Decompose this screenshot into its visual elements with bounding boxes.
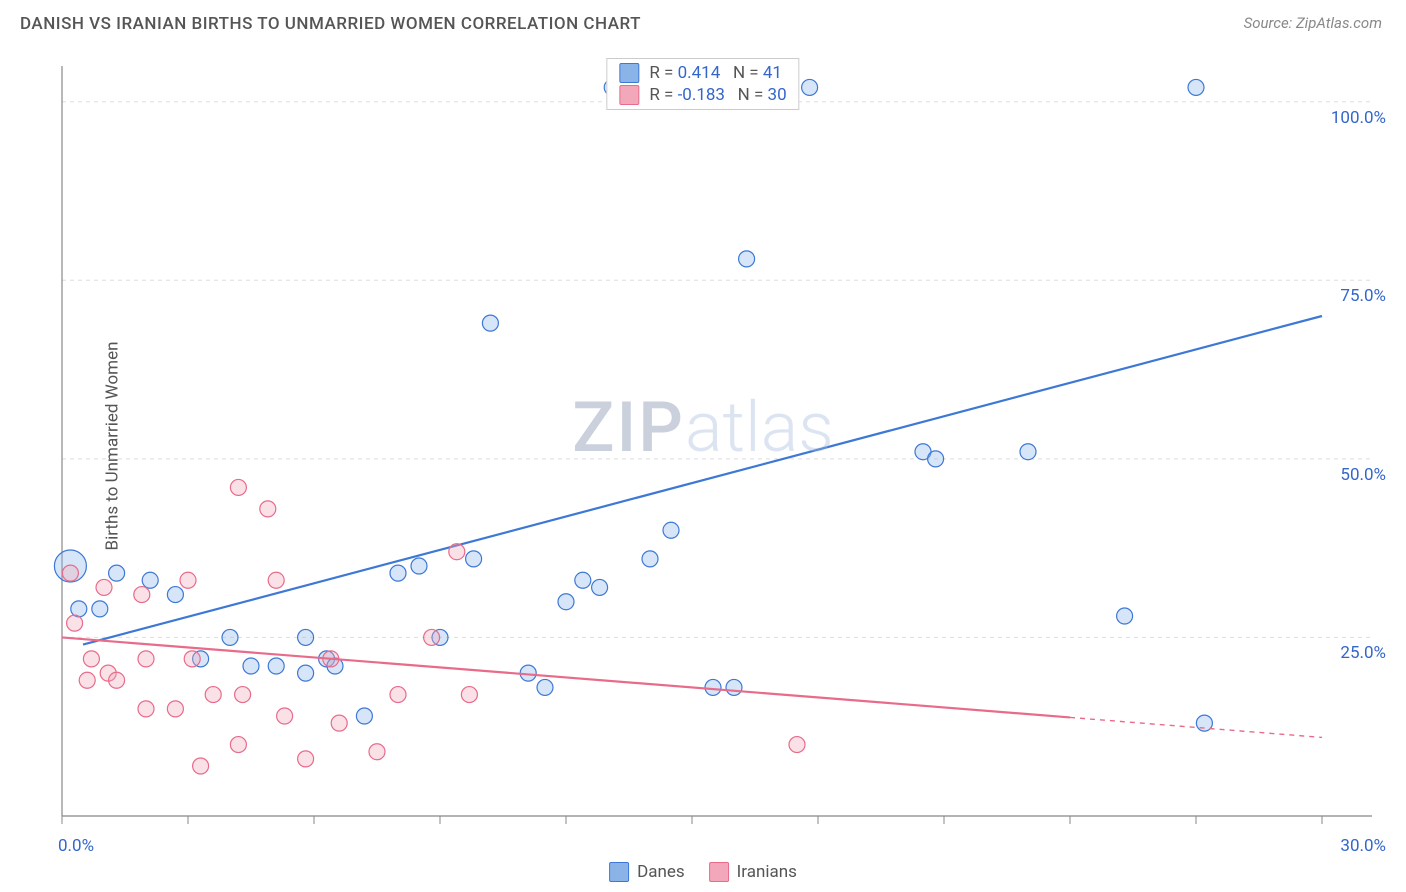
- data-point[interactable]: [62, 565, 78, 581]
- legend-row: R = 0.414 N = 41: [619, 63, 786, 83]
- data-point[interactable]: [184, 651, 200, 667]
- trend-line: [62, 637, 1070, 717]
- data-point[interactable]: [298, 665, 314, 681]
- series-swatch: [619, 85, 639, 105]
- source-attribution: Source: ZipAtlas.com: [1244, 14, 1382, 32]
- data-point[interactable]: [298, 629, 314, 645]
- data-point[interactable]: [705, 679, 721, 695]
- legend-item[interactable]: Danes: [609, 862, 685, 882]
- legend-label: Iranians: [737, 862, 797, 882]
- data-point[interactable]: [243, 658, 259, 674]
- data-point[interactable]: [167, 701, 183, 717]
- y-tick-label: 50.0%: [1340, 465, 1386, 485]
- data-point[interactable]: [235, 687, 251, 703]
- chart-container: DANISH VS IRANIAN BIRTHS TO UNMARRIED WO…: [0, 0, 1406, 892]
- legend-stats: R = 0.414 N = 41: [649, 63, 782, 83]
- data-point[interactable]: [138, 701, 154, 717]
- trend-line-extrapolated: [1070, 717, 1322, 737]
- data-point[interactable]: [390, 687, 406, 703]
- data-point[interactable]: [230, 479, 246, 495]
- x-tick-label: 0.0%: [58, 836, 94, 856]
- data-point[interactable]: [260, 501, 276, 517]
- data-point[interactable]: [268, 658, 284, 674]
- data-point[interactable]: [92, 601, 108, 617]
- data-point[interactable]: [71, 601, 87, 617]
- data-point[interactable]: [109, 565, 125, 581]
- data-point[interactable]: [134, 587, 150, 603]
- data-point[interactable]: [466, 551, 482, 567]
- data-point[interactable]: [928, 451, 944, 467]
- scatter-plot-svg: [52, 56, 1392, 836]
- data-point[interactable]: [592, 579, 608, 595]
- legend-row: R = -0.183 N = 30: [619, 85, 786, 105]
- data-point[interactable]: [298, 751, 314, 767]
- data-point[interactable]: [1117, 608, 1133, 624]
- data-point[interactable]: [739, 251, 755, 267]
- y-tick-label: 100.0%: [1331, 108, 1386, 128]
- data-point[interactable]: [461, 687, 477, 703]
- y-tick-label: 25.0%: [1340, 643, 1386, 663]
- data-point[interactable]: [802, 79, 818, 95]
- legend-stats: R = -0.183 N = 30: [649, 85, 786, 105]
- data-point[interactable]: [83, 651, 99, 667]
- data-point[interactable]: [1020, 444, 1036, 460]
- data-point[interactable]: [356, 708, 372, 724]
- data-point[interactable]: [1188, 79, 1204, 95]
- data-point[interactable]: [96, 579, 112, 595]
- series-swatch: [619, 63, 639, 83]
- data-point[interactable]: [193, 758, 209, 774]
- data-point[interactable]: [424, 629, 440, 645]
- data-point[interactable]: [558, 594, 574, 610]
- data-point[interactable]: [390, 565, 406, 581]
- data-point[interactable]: [642, 551, 658, 567]
- legend-item[interactable]: Iranians: [709, 862, 797, 882]
- data-point[interactable]: [180, 572, 196, 588]
- legend-label: Danes: [637, 862, 685, 882]
- data-point[interactable]: [67, 615, 83, 631]
- trend-line: [83, 316, 1322, 645]
- data-point[interactable]: [331, 715, 347, 731]
- data-point[interactable]: [449, 544, 465, 560]
- y-tick-label: 75.0%: [1340, 286, 1386, 306]
- data-point[interactable]: [268, 572, 284, 588]
- data-point[interactable]: [411, 558, 427, 574]
- chart-title: DANISH VS IRANIAN BIRTHS TO UNMARRIED WO…: [20, 14, 641, 34]
- data-point[interactable]: [726, 679, 742, 695]
- data-point[interactable]: [369, 744, 385, 760]
- data-point[interactable]: [205, 687, 221, 703]
- data-point[interactable]: [142, 572, 158, 588]
- series-legend: Danes Iranians: [609, 862, 797, 882]
- series-swatch: [709, 862, 729, 882]
- data-point[interactable]: [789, 737, 805, 753]
- data-point[interactable]: [138, 651, 154, 667]
- x-tick-label: 30.0%: [1340, 836, 1386, 856]
- data-point[interactable]: [663, 522, 679, 538]
- data-point[interactable]: [230, 737, 246, 753]
- correlation-legend: R = 0.414 N = 41R = -0.183 N = 30: [606, 58, 799, 110]
- data-point[interactable]: [79, 672, 95, 688]
- data-point[interactable]: [277, 708, 293, 724]
- data-point[interactable]: [537, 679, 553, 695]
- data-point[interactable]: [167, 587, 183, 603]
- data-point[interactable]: [109, 672, 125, 688]
- data-point[interactable]: [575, 572, 591, 588]
- data-point[interactable]: [482, 315, 498, 331]
- series-swatch: [609, 862, 629, 882]
- data-point[interactable]: [222, 629, 238, 645]
- plot-area: [52, 56, 1392, 836]
